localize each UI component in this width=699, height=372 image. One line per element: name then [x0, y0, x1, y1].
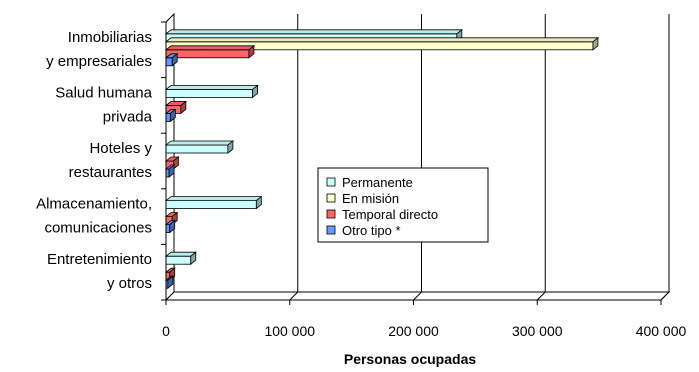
bar-top	[164, 37, 600, 43]
bar	[164, 251, 197, 266]
x-axis-title: Personas ocupadas	[344, 351, 476, 367]
bar-top	[164, 140, 235, 146]
bar-front	[165, 224, 171, 234]
legend-swatch	[326, 193, 336, 203]
bar-side	[169, 219, 176, 234]
legend-label: En misión	[342, 191, 399, 206]
bar-side	[169, 108, 176, 123]
bar-top	[164, 29, 463, 35]
bar	[164, 275, 174, 290]
bar-top	[164, 196, 263, 202]
category-label-line: Almacenamiento,	[36, 196, 152, 213]
bar	[164, 195, 263, 210]
value-tick-label: 400 000	[636, 323, 687, 339]
legend-swatch	[326, 177, 336, 187]
bar-side	[180, 100, 187, 115]
bar	[164, 140, 235, 154]
bar-side	[168, 164, 175, 178]
bar-front	[165, 49, 250, 59]
category-label-line: Inmobiliarias	[68, 29, 152, 46]
bar-front	[165, 57, 173, 67]
category-label-line: Entretenimiento	[47, 251, 152, 268]
legend-item: Temporal directo	[326, 207, 438, 222]
legend-box	[317, 167, 489, 243]
category-label-line: y otros	[107, 275, 152, 292]
bar-side	[167, 275, 174, 290]
bar-front	[165, 144, 229, 154]
bar-side	[252, 84, 259, 99]
category-axis: Inmobiliarias y empresariales Salud humana…	[36, 21, 167, 301]
legend-item: Otro tipo *	[326, 223, 401, 238]
category-label: Almacenamiento, comunicaciones	[36, 196, 152, 237]
value-tick-label: 100 000	[264, 323, 315, 339]
legend-label: Otro tipo *	[342, 223, 401, 238]
bar-front	[165, 113, 171, 122]
category-label-line: Salud humana	[55, 84, 152, 101]
gridline-floor	[536, 291, 546, 301]
bar-side	[171, 52, 178, 67]
bar	[164, 267, 176, 282]
category-label-line: y empresariales	[46, 53, 152, 70]
value-tick-label: 300 000	[512, 323, 563, 339]
bar	[164, 44, 256, 59]
category-label: Inmobiliarias y empresariales	[46, 29, 152, 70]
legend-label: Temporal directo	[342, 207, 438, 222]
bar-front	[165, 255, 192, 265]
gridline-floor	[289, 291, 299, 301]
legend-swatch	[326, 225, 336, 235]
bar-front	[165, 89, 254, 98]
bar-top	[164, 45, 256, 51]
value-tick-label: 200 000	[388, 323, 439, 339]
gridline-floor	[413, 291, 422, 301]
bar-side	[248, 44, 255, 59]
gridlines	[289, 14, 670, 301]
bar-side	[592, 36, 599, 51]
legend-swatch	[326, 209, 336, 219]
bar	[164, 36, 600, 51]
category-label-line: restaurantes	[69, 164, 152, 181]
bar	[164, 84, 259, 99]
category-label: Entretenimiento y otros	[47, 251, 152, 292]
bars	[164, 28, 600, 290]
bar-side	[255, 195, 262, 210]
legend-item: Permanente	[326, 175, 413, 190]
value-axis: 0 100 000 200 000 300 000 400 000	[162, 299, 687, 339]
category-label-line: comunicaciones	[44, 220, 152, 237]
value-tick-label: 0	[162, 323, 170, 339]
category-label: Salud humana privada	[55, 84, 152, 125]
legend-item: En misión	[326, 191, 399, 206]
bar	[164, 108, 177, 123]
category-label-line: Hoteles y	[89, 140, 152, 157]
bar-front	[165, 200, 257, 210]
bar-top	[164, 85, 259, 90]
bar	[164, 164, 176, 178]
category-label: Hoteles y restaurantes	[69, 140, 153, 181]
bar-side	[227, 140, 234, 154]
legend-label: Permanente	[342, 175, 413, 190]
gridline-floor	[660, 291, 670, 301]
bar-side	[190, 251, 197, 266]
category-label-line: privada	[103, 108, 153, 125]
